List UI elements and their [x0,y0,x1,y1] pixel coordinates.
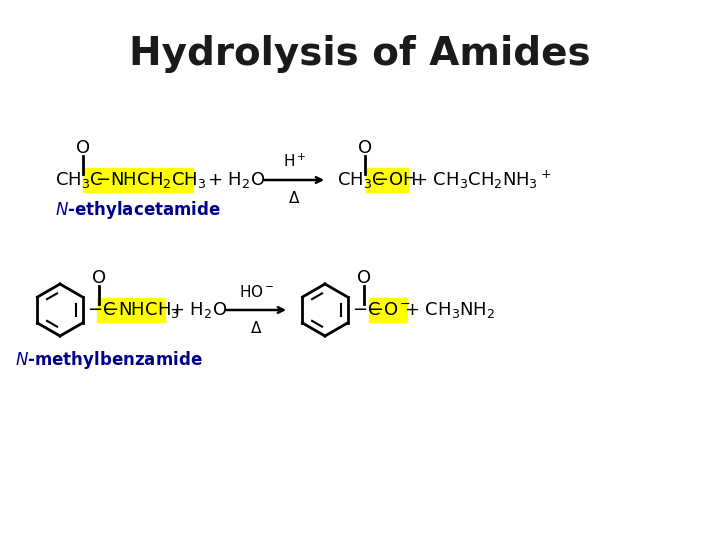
Text: O: O [92,269,106,287]
Text: $+$ CH$_3$NH$_2$: $+$ CH$_3$NH$_2$ [404,300,495,320]
FancyBboxPatch shape [369,298,407,322]
Text: O: O [358,139,372,157]
Text: CH$_3$C: CH$_3$C [55,170,104,190]
FancyBboxPatch shape [97,298,165,322]
Text: H$^+$: H$^+$ [283,153,306,170]
Text: $-$OH: $-$OH [373,171,416,189]
FancyBboxPatch shape [366,168,408,192]
Text: O: O [76,139,90,157]
Text: $\it{N}$-ethylacetamide: $\it{N}$-ethylacetamide [55,199,221,221]
Text: $-$C: $-$C [87,301,116,319]
Text: $-$O$^-$: $-$O$^-$ [368,301,411,319]
Text: $+$ CH$_3$CH$_2$NH$_3$$^+$: $+$ CH$_3$CH$_2$NH$_3$$^+$ [412,169,552,191]
Text: $\Delta$: $\Delta$ [251,320,263,336]
Text: $-$NHCH$_2$CH$_3$: $-$NHCH$_2$CH$_3$ [95,170,207,190]
Text: $\it{N}$-methylbenzamide: $\it{N}$-methylbenzamide [15,349,202,371]
Text: O: O [357,269,371,287]
Text: $+$ H$_2$O: $+$ H$_2$O [169,300,227,320]
Text: CH$_3$C: CH$_3$C [337,170,385,190]
Text: $-$C: $-$C [352,301,381,319]
FancyBboxPatch shape [83,168,193,192]
Text: Hydrolysis of Amides: Hydrolysis of Amides [129,35,591,73]
Text: HO$^-$: HO$^-$ [239,284,274,300]
Text: $+$ H$_2$O: $+$ H$_2$O [207,170,265,190]
Text: $\Delta$: $\Delta$ [288,190,301,206]
Text: $-$NHCH$_3$: $-$NHCH$_3$ [103,300,180,320]
